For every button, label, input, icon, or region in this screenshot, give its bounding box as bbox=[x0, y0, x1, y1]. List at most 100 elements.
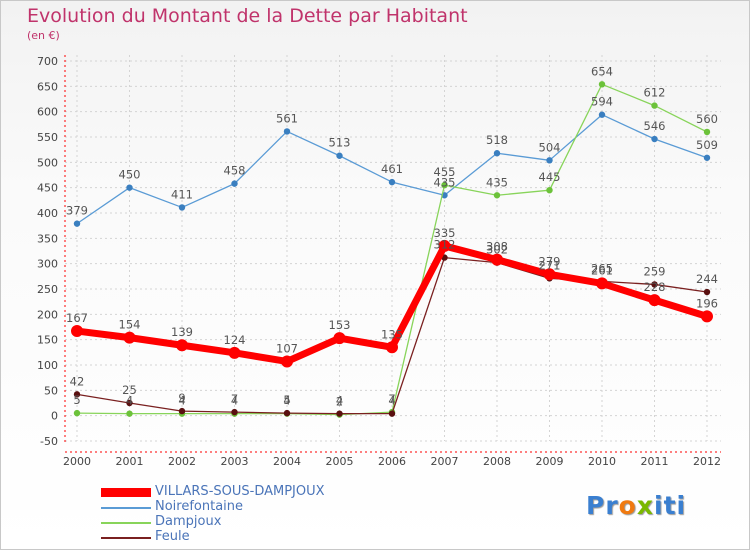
data-label: 167 bbox=[66, 311, 88, 325]
logo-letter: i bbox=[654, 491, 664, 520]
data-point bbox=[596, 277, 608, 290]
data-point bbox=[493, 192, 501, 199]
data-point bbox=[386, 341, 398, 354]
data-label: 196 bbox=[696, 296, 718, 310]
data-point bbox=[441, 181, 448, 189]
data-label: 546 bbox=[644, 119, 666, 133]
data-label: 335 bbox=[434, 226, 456, 240]
logo-letter: o bbox=[618, 491, 637, 520]
logo-letter: r bbox=[605, 491, 619, 520]
data-label: 4 bbox=[336, 394, 343, 408]
data-point bbox=[598, 81, 606, 88]
data-point bbox=[336, 410, 343, 417]
data-label: 445 bbox=[539, 170, 561, 184]
data-label: 513 bbox=[329, 136, 351, 150]
data-point bbox=[703, 154, 711, 161]
y-tick-label: 700 bbox=[37, 55, 58, 68]
y-tick-label: 300 bbox=[37, 258, 58, 271]
data-point bbox=[73, 409, 81, 417]
x-tick-label: 2003 bbox=[221, 455, 249, 468]
x-tick-label: 2005 bbox=[326, 455, 354, 468]
data-label: 455 bbox=[434, 165, 456, 179]
legend-swatch bbox=[101, 488, 151, 497]
x-tick-label: 2009 bbox=[536, 455, 564, 468]
data-label: 261 bbox=[591, 263, 613, 277]
data-point bbox=[123, 331, 136, 344]
data-label: 244 bbox=[696, 272, 718, 286]
y-tick-label: 250 bbox=[37, 283, 58, 296]
data-point bbox=[126, 410, 133, 417]
data-label: 560 bbox=[696, 112, 718, 126]
y-tick-label: 650 bbox=[37, 80, 58, 93]
x-tick-label: 2007 bbox=[431, 455, 459, 468]
y-tick-label: 0 bbox=[51, 410, 58, 423]
x-tick-label: 2001 bbox=[116, 455, 144, 468]
data-point bbox=[651, 102, 658, 109]
data-point bbox=[598, 111, 606, 118]
data-label: 312 bbox=[434, 238, 456, 252]
data-point bbox=[493, 150, 501, 157]
x-tick-label: 2000 bbox=[63, 455, 91, 468]
data-label: 5 bbox=[73, 393, 80, 407]
data-label: 4 bbox=[388, 394, 395, 408]
y-tick-label: 100 bbox=[37, 359, 58, 372]
data-label: 450 bbox=[119, 168, 141, 182]
data-point bbox=[703, 128, 711, 136]
legend-swatch bbox=[101, 507, 151, 509]
x-tick-label: 2002 bbox=[168, 455, 196, 468]
y-tick-label: 550 bbox=[37, 131, 58, 144]
x-tick-label: 2008 bbox=[483, 455, 511, 468]
data-label: 2 bbox=[336, 395, 343, 409]
y-tick-label: 150 bbox=[37, 334, 58, 347]
x-tick-label: 2011 bbox=[641, 455, 669, 468]
data-point bbox=[176, 339, 188, 352]
data-label: 153 bbox=[329, 318, 351, 332]
data-label: 107 bbox=[276, 341, 298, 355]
y-tick-label: 350 bbox=[37, 232, 58, 245]
y-tick-label: 400 bbox=[37, 207, 58, 220]
x-tick-label: 2010 bbox=[588, 455, 616, 468]
legend-label: VILLARS-SOUS-DAMPJOUX bbox=[155, 484, 325, 499]
data-label: 5 bbox=[283, 393, 290, 407]
legend-label: Dampjoux bbox=[155, 514, 222, 529]
data-label: 4 bbox=[283, 394, 290, 408]
data-label: 25 bbox=[122, 383, 137, 397]
data-label: 435 bbox=[434, 175, 456, 189]
data-point bbox=[178, 204, 186, 211]
data-point bbox=[126, 399, 133, 407]
data-label: 461 bbox=[381, 162, 403, 176]
y-tick-label: 500 bbox=[37, 156, 58, 169]
data-point bbox=[438, 239, 451, 252]
data-label: 135 bbox=[381, 327, 403, 341]
data-label: 124 bbox=[224, 333, 246, 347]
data-point bbox=[178, 407, 186, 415]
data-point bbox=[546, 187, 553, 194]
proxiti-logo: Proxiti bbox=[586, 491, 686, 520]
legend-label: Noirefontaine bbox=[155, 499, 244, 514]
x-tick-label: 2004 bbox=[273, 455, 301, 468]
logo-letter: t bbox=[663, 491, 677, 520]
data-point bbox=[73, 220, 81, 227]
y-tick-label: 200 bbox=[37, 308, 58, 321]
chart-title: Evolution du Montant de la Dette par Hab… bbox=[27, 5, 468, 27]
data-point bbox=[543, 268, 556, 281]
data-label: 4 bbox=[126, 394, 133, 408]
y-tick-label: 600 bbox=[37, 106, 58, 119]
data-label: 561 bbox=[276, 111, 298, 125]
data-point bbox=[491, 253, 503, 266]
data-label: 154 bbox=[119, 318, 141, 332]
data-label: 265 bbox=[591, 261, 613, 275]
data-label: 9 bbox=[178, 391, 185, 405]
logo-letter: i bbox=[676, 491, 687, 520]
data-label: 7 bbox=[231, 392, 238, 406]
data-point bbox=[126, 184, 133, 191]
data-point bbox=[231, 408, 238, 416]
y-tick-label: -50 bbox=[40, 435, 58, 448]
data-point bbox=[228, 346, 241, 359]
data-point bbox=[231, 180, 238, 187]
data-label: 259 bbox=[644, 264, 666, 278]
x-tick-label: 2006 bbox=[378, 455, 406, 468]
data-label: 458 bbox=[224, 164, 246, 178]
